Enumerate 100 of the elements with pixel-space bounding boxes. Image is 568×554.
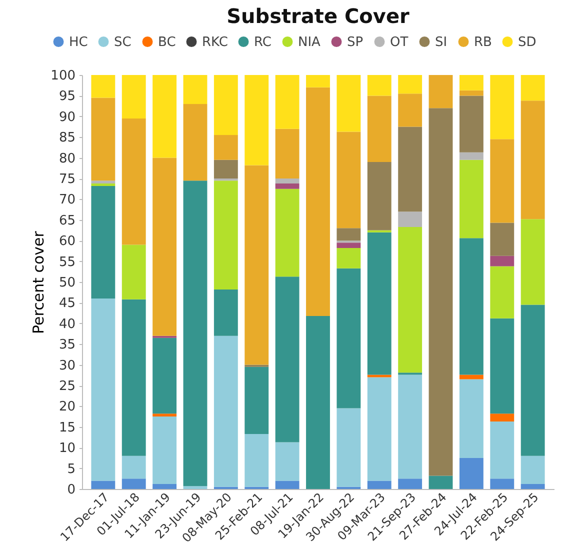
bar — [152, 75, 177, 158]
bar — [275, 183, 300, 189]
bar — [152, 158, 177, 336]
bar — [398, 75, 422, 94]
bar — [244, 434, 269, 487]
legend-label: HC — [69, 34, 88, 50]
y-tick-label: 25 — [58, 379, 76, 394]
bar — [122, 75, 146, 118]
bar — [520, 100, 545, 220]
bar — [214, 336, 238, 487]
bar — [91, 75, 116, 98]
y-tick-label: 90 — [58, 110, 76, 125]
y-axis-title: Percent cover — [30, 230, 48, 334]
y-tick-label: 40 — [58, 316, 76, 332]
bar — [183, 104, 208, 181]
bar — [336, 248, 361, 268]
bar — [275, 178, 300, 184]
bar — [336, 132, 361, 228]
bar — [367, 232, 392, 375]
bar — [336, 268, 361, 408]
bar — [428, 108, 453, 476]
bar — [367, 374, 392, 378]
bar — [152, 338, 177, 414]
bar — [428, 75, 453, 108]
bar — [520, 484, 545, 489]
y-tick-label: 5 — [67, 462, 76, 477]
bar — [520, 304, 545, 456]
y-tick-label: 0 — [67, 482, 76, 498]
bar — [275, 128, 300, 178]
y-tick-label: 65 — [58, 213, 76, 228]
bar — [152, 414, 177, 417]
bar — [214, 75, 238, 136]
bar — [275, 188, 300, 277]
bar — [459, 458, 484, 489]
bar — [214, 289, 238, 336]
bar — [459, 379, 484, 458]
bar — [520, 456, 545, 484]
bar — [336, 228, 361, 241]
bar — [183, 75, 208, 104]
bar — [367, 96, 392, 162]
bar — [459, 152, 484, 160]
bar — [336, 408, 361, 487]
bar — [214, 160, 238, 178]
y-tick-label: 20 — [58, 400, 76, 415]
bar — [183, 486, 208, 489]
y-tick-label: 55 — [58, 254, 76, 270]
bar — [122, 299, 146, 456]
bar — [122, 118, 146, 245]
y-tick-label: 100 — [50, 68, 76, 84]
y-tick-label: 15 — [58, 420, 76, 436]
y-tick-label: 60 — [58, 234, 76, 250]
bar — [459, 160, 484, 238]
legend-label: SC — [114, 34, 132, 50]
y-tick-label: 45 — [58, 296, 76, 312]
bar — [367, 162, 392, 230]
bar — [398, 94, 422, 127]
bar — [91, 298, 116, 481]
bar — [306, 87, 330, 316]
chart-title: Substrate Cover — [226, 4, 410, 28]
bar — [459, 96, 484, 152]
bar — [490, 414, 514, 422]
legend-label: SP — [347, 34, 364, 50]
y-tick-label: 10 — [58, 441, 76, 456]
legend-label: RKC — [202, 34, 228, 50]
y-tick-label: 35 — [58, 338, 76, 353]
bar — [398, 126, 422, 212]
y-tick-label: 30 — [58, 358, 76, 374]
bar — [490, 318, 514, 414]
legend-label: RC — [254, 34, 272, 50]
bar — [490, 222, 514, 256]
bar — [152, 416, 177, 484]
bar — [275, 442, 300, 481]
bar — [122, 478, 146, 489]
bar — [490, 422, 514, 479]
legend-label: NIA — [298, 34, 321, 50]
bar — [398, 478, 422, 489]
bar — [122, 244, 146, 300]
bar — [490, 75, 514, 140]
bar — [459, 90, 484, 96]
y-tick-label: 50 — [58, 276, 76, 290]
bar — [459, 374, 484, 380]
bar — [520, 219, 545, 305]
bar — [214, 180, 238, 290]
y-tick-label: 75 — [58, 172, 76, 187]
bar — [398, 226, 422, 373]
y-tick-label: 85 — [58, 130, 76, 146]
bar — [275, 276, 300, 442]
y-tick-label: 95 — [58, 89, 76, 104]
bar — [244, 75, 269, 166]
bar — [91, 480, 116, 489]
bar — [490, 266, 514, 318]
bar — [398, 374, 422, 479]
bar — [367, 480, 392, 489]
bar — [459, 238, 484, 375]
bar — [275, 480, 300, 489]
bar — [122, 456, 146, 479]
legend-label: OT — [390, 34, 408, 50]
bar — [91, 183, 116, 186]
legend-label: SI — [435, 34, 448, 50]
bar — [306, 316, 330, 489]
